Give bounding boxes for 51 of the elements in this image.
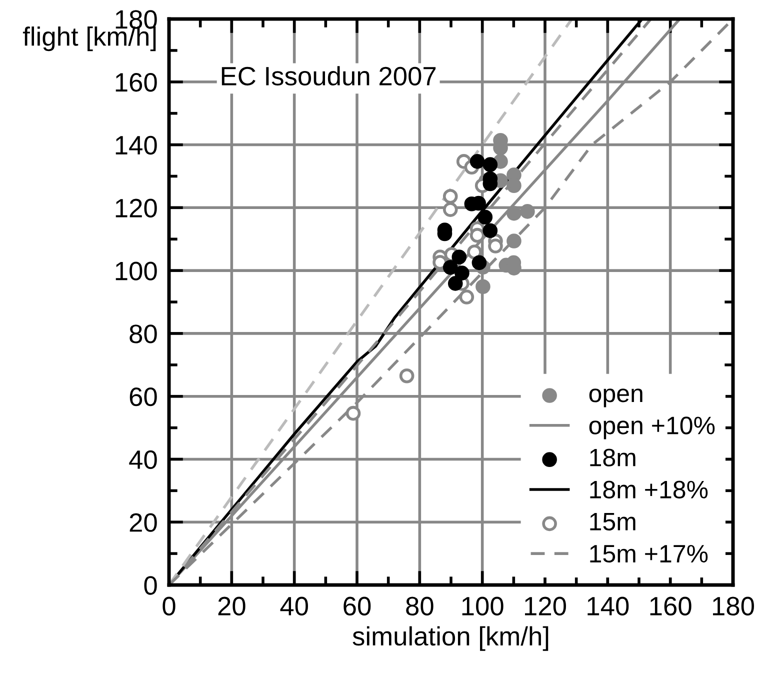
y-tick-label: 40 [129, 450, 157, 470]
point [459, 290, 474, 304]
point [467, 244, 482, 260]
point [448, 276, 463, 291]
point [454, 266, 470, 280]
y-tick-label: 100 [116, 262, 157, 280]
y-tick-label: 80 [130, 324, 157, 344]
x-tick-label: 160 [650, 596, 692, 616]
point [488, 238, 503, 254]
x-tick-label: 100 [462, 596, 504, 616]
legend-label: 15m [590, 513, 636, 531]
x-tick-label: 140 [588, 596, 629, 616]
legend-label: open [589, 388, 642, 408]
x-tick-label: 80 [406, 596, 434, 616]
legend-label: 15m +17% [590, 544, 708, 563]
point [470, 228, 485, 243]
y-tick-label: 180 [116, 10, 157, 29]
point [506, 234, 522, 248]
point [476, 279, 490, 294]
point [478, 210, 493, 225]
point [470, 154, 485, 169]
point [442, 188, 458, 204]
y-tick-label: 60 [130, 387, 157, 406]
point [452, 250, 467, 264]
point [442, 260, 458, 275]
x-tick-label: 60 [344, 596, 371, 616]
y-tick-label: 20 [130, 513, 157, 532]
y-tick-label: 140 [116, 136, 157, 155]
x-axis-title: simulation [km/h] [352, 626, 548, 651]
legend-label: 18m +18% [590, 480, 708, 498]
y-axis-title: flight [km/h] [22, 26, 156, 52]
point [346, 406, 361, 421]
y-tick-label: 0 [144, 576, 157, 595]
annotation: EC Issoudun 2007 [222, 66, 436, 86]
point [472, 255, 487, 270]
point [506, 178, 522, 194]
y-tick-label: 160 [116, 73, 157, 92]
x-tick-label: 40 [280, 596, 308, 616]
point [520, 204, 535, 219]
point [442, 202, 458, 217]
x-tick-label: 180 [713, 596, 754, 616]
point [506, 206, 522, 221]
x-tick-label: 20 [218, 596, 246, 616]
x-tick-label: 120 [525, 596, 566, 616]
x-tick-label: 0 [162, 596, 176, 616]
point [482, 157, 498, 172]
point [399, 368, 414, 384]
legend-label: 18m [590, 448, 636, 466]
y-tick-label: 120 [116, 198, 157, 218]
legend-label: open +10% [589, 416, 715, 440]
point [482, 223, 498, 238]
